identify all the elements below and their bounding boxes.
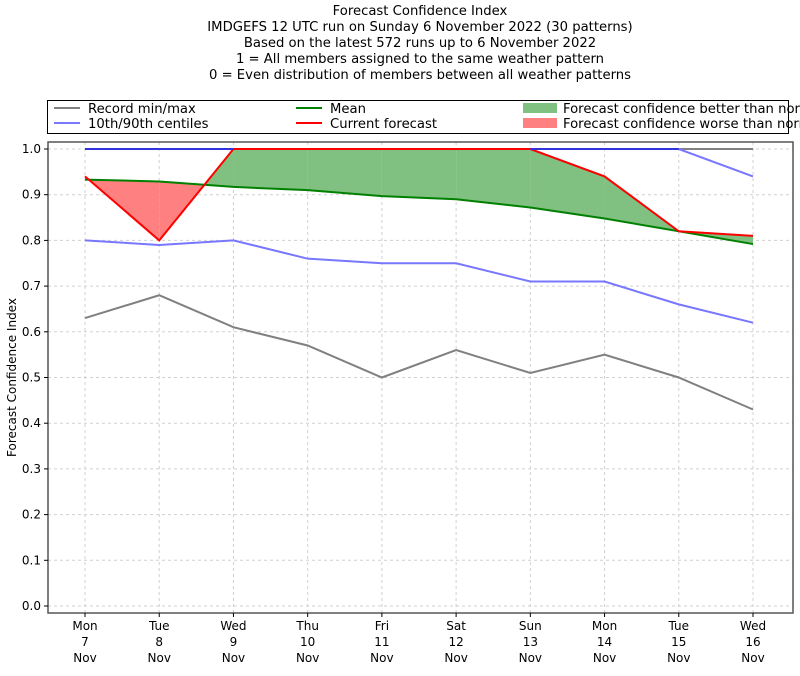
legend-swatch-current: [296, 122, 322, 124]
x-tick-label: 7: [81, 635, 89, 649]
y-tick-label: 0.0: [22, 599, 41, 613]
fill-better-than-normal: [233, 149, 308, 191]
series-line-10th-centile: [84, 239, 754, 324]
x-tick-label: 8: [155, 635, 163, 649]
x-tick-label: Nov: [73, 651, 96, 665]
series-line-record-min: [84, 294, 754, 411]
x-tick-label: Sun: [519, 619, 542, 633]
legend-swatch-centiles: [54, 122, 80, 124]
x-tick-label: Mon: [72, 619, 97, 633]
y-tick-label: 0.2: [22, 508, 41, 522]
x-tick-label: Tue: [668, 619, 690, 633]
legend-label-worse: Forecast confidence worse than normal: [563, 117, 800, 132]
x-tick-label: Tue: [148, 619, 170, 633]
legend-item-mean: Mean: [296, 102, 366, 118]
y-tick-label: 0.4: [22, 416, 41, 430]
x-tick-label: Nov: [444, 651, 467, 665]
legend-label-centiles: 10th/90th centiles: [88, 117, 209, 132]
y-tick-label: 0.1: [22, 553, 41, 567]
fill-better-than-normal: [381, 149, 457, 200]
x-tick-label: 9: [230, 635, 238, 649]
x-tick-label: Wed: [740, 619, 766, 633]
x-tick-label: 12: [448, 635, 463, 649]
y-tick-label: 0.5: [22, 371, 41, 385]
x-tick-label: 16: [745, 635, 760, 649]
legend-item-current: Current forecast: [296, 117, 437, 133]
title-line-2: IMDGEFS 12 UTC run on Sunday 6 November …: [207, 20, 633, 35]
x-tick-label: Nov: [370, 651, 393, 665]
x-tick-label: Sat: [446, 619, 466, 633]
chart-title: Forecast Confidence Index IMDGEFS 12 UTC…: [0, 4, 800, 84]
confidence-fills: [85, 149, 753, 245]
grid: [48, 142, 793, 613]
legend-swatch-record: [54, 107, 80, 109]
x-tick-label: 13: [523, 635, 538, 649]
fill-better-than-normal: [307, 149, 382, 197]
title-line-1: Forecast Confidence Index: [332, 4, 508, 19]
legend-item-better: Forecast confidence better than normal: [523, 102, 800, 118]
title-line-3: Based on the latest 572 runs up to 6 Nov…: [243, 36, 597, 51]
x-tick-label: 15: [671, 635, 686, 649]
y-tick-label: 0.8: [22, 233, 41, 247]
x-tick-label: Nov: [148, 651, 171, 665]
x-tick-label: 10: [300, 635, 315, 649]
series-line-mean: [84, 178, 754, 246]
x-tick-label: Wed: [220, 619, 246, 633]
legend-label-better: Forecast confidence better than normal: [563, 102, 800, 117]
y-tick-label: 0.3: [22, 462, 41, 476]
x-tick-label: Nov: [667, 651, 690, 665]
x-tick-label: Nov: [741, 651, 764, 665]
y-tick-label: 0.6: [22, 325, 41, 339]
title-line-5: 0 = Even distribution of members between…: [208, 68, 632, 83]
legend-item-centiles: 10th/90th centiles: [54, 117, 208, 133]
series-lines: [84, 148, 754, 411]
legend-swatch-better: [523, 103, 557, 113]
x-tick-label: Nov: [296, 651, 319, 665]
fill-better-than-normal: [530, 149, 605, 219]
legend-swatch-worse: [523, 118, 557, 128]
x-tick-label: Nov: [519, 651, 542, 665]
x-tick-label: Nov: [593, 651, 616, 665]
legend-swatch-mean: [296, 107, 322, 109]
legend-label-record: Record min/max: [88, 102, 196, 117]
y-axis-label: Forecast Confidence Index: [5, 298, 19, 457]
x-tick-label: Nov: [222, 651, 245, 665]
title-line-4: 1 = All members assigned to the same wea…: [235, 52, 605, 67]
legend: Record min/max 10th/90th centiles Mean C…: [47, 100, 800, 134]
x-axis: Mon 7 Nov Tue 8 Nov Wed 9 Nov Thu 10 Nov Fri 11 Nov Sat…: [72, 613, 766, 665]
x-tick-label: Thu: [295, 619, 319, 633]
y-tick-label: 0.9: [22, 188, 41, 202]
legend-label-mean: Mean: [330, 102, 366, 117]
x-tick-label: Fri: [375, 619, 389, 633]
y-tick-label: 0.7: [22, 279, 41, 293]
series-line-current-forecast: [84, 148, 754, 242]
y-axis: 0.0 0.1 0.2 0.3 0.4 0.5 0.6 0.7 0.8 0.9 1.0: [22, 142, 48, 613]
x-tick-label: Mon: [592, 619, 617, 633]
y-tick-label: 1.0: [22, 142, 41, 156]
legend-item-record: Record min/max: [54, 102, 196, 118]
legend-item-worse: Forecast confidence worse than normal: [523, 117, 800, 133]
fill-better-than-normal: [456, 149, 531, 208]
x-tick-label: 14: [597, 635, 612, 649]
x-tick-label: 11: [374, 635, 389, 649]
legend-label-current: Current forecast: [330, 117, 438, 132]
